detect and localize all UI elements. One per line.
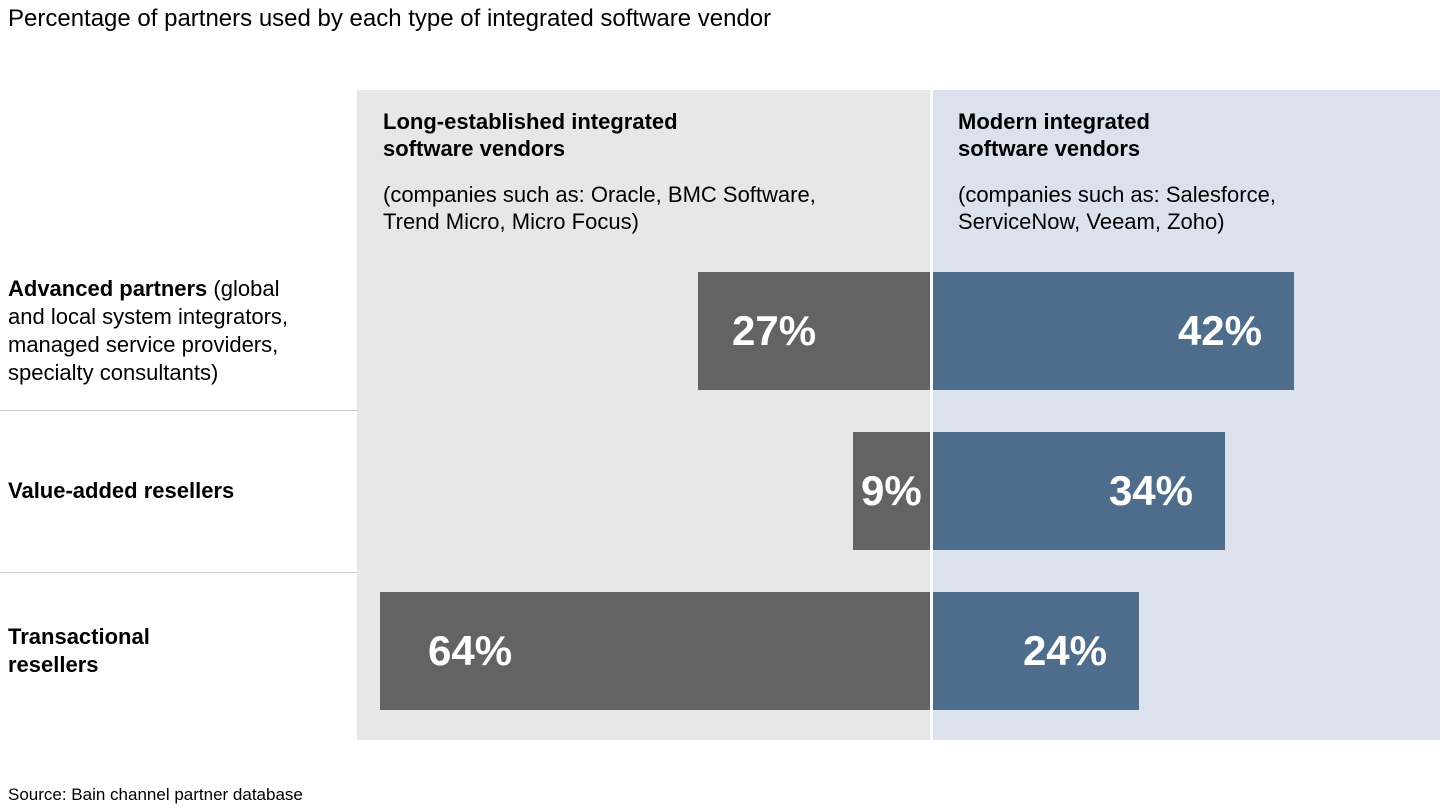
panel-subtitle-modern: (companies such as: Salesforce, ServiceN… (958, 182, 1276, 234)
row-label-transactional-resellers: Transactional resellers (8, 592, 340, 710)
panel-title-modern: Modern integrated software vendors (958, 109, 1150, 161)
row-label-text: Advanced partners (global and local syst… (8, 276, 289, 385)
chart-title: Percentage of partners used by each type… (8, 5, 772, 32)
panel-subtitle-long-established: (companies such as: Oracle, BMC Software… (383, 182, 816, 234)
row-label-text: Value-added resellers (8, 478, 235, 503)
panel-header-long-established: Long-established integrated software ven… (383, 108, 923, 235)
row-label-text: Transactional resellers (8, 624, 150, 677)
bar-value-label: 27% (732, 307, 817, 354)
bar-modern-advanced-partners: 42% (933, 272, 1294, 390)
row-separator (0, 572, 357, 573)
bar-value-label: 24% (1022, 627, 1107, 674)
bar-long-established-advanced-partners: 27% (698, 272, 930, 390)
column-divider (930, 90, 933, 740)
bar-modern-transactional-resellers: 24% (933, 592, 1139, 710)
bar-long-established-value-added-resellers: 9% (853, 432, 930, 550)
bar-value-label: 64% (428, 627, 513, 674)
bar-modern-value-added-resellers: 34% (933, 432, 1225, 550)
row-separator (0, 410, 357, 411)
source-note: Source: Bain channel partner database (8, 785, 303, 804)
panel-header-modern: Modern integrated software vendors (comp… (958, 108, 1428, 235)
bar-value-label: 42% (1177, 307, 1262, 354)
row-label-value-added-resellers: Value-added resellers (8, 432, 340, 550)
panel-title-long-established: Long-established integrated software ven… (383, 109, 678, 161)
bar-long-established-transactional-resellers: 64% (380, 592, 930, 710)
row-label-advanced-partners: Advanced partners (global and local syst… (8, 272, 340, 390)
bar-value-label: 9% (861, 467, 922, 514)
bar-value-label: 34% (1108, 467, 1193, 514)
